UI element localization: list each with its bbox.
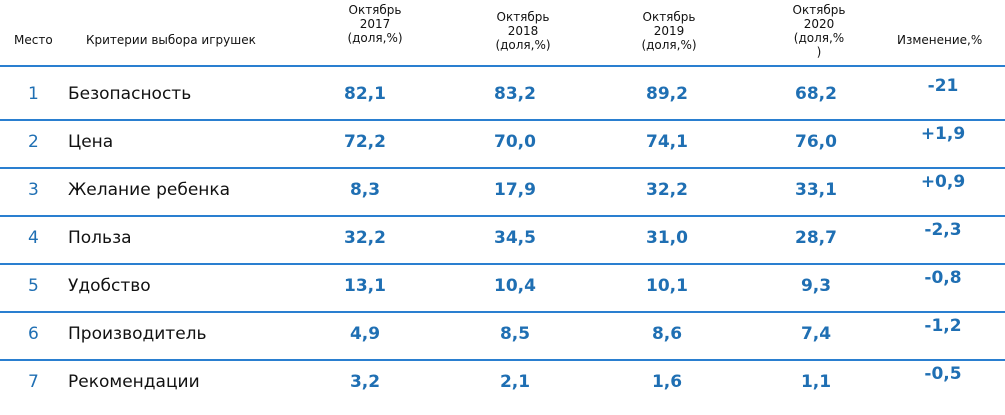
row-criteria: Безопасность (68, 84, 192, 104)
row-rule (0, 119, 1005, 121)
row-value-2019: 1,6 (651, 372, 683, 392)
row-rule (0, 167, 1005, 169)
row-change: +0,9 (920, 172, 966, 192)
row-value-2018: 2,1 (499, 372, 531, 392)
header-col-2017-line2: 2017 (359, 17, 391, 31)
row-place: 1 (28, 84, 39, 104)
header-col-2019-line1: Октябрь (642, 10, 696, 24)
table-row: 3 Желание ребенка 8,3 17,9 32,2 33,1 +0,… (0, 166, 1005, 214)
row-criteria: Удобство (68, 276, 151, 296)
row-value-2017: 3,2 (349, 372, 381, 392)
row-criteria: Желание ребенка (68, 180, 231, 200)
header-col-2017-line1: Октябрь (348, 3, 402, 17)
header-change: Изменение,% (897, 33, 983, 47)
row-value-2019: 8,6 (651, 324, 683, 344)
row-change: -0,5 (924, 364, 962, 384)
row-value-2019: 32,2 (646, 180, 688, 200)
row-rule (0, 215, 1005, 217)
row-value-2020: 33,1 (795, 180, 837, 200)
row-criteria: Производитель (68, 324, 207, 344)
row-value-2020: 76,0 (795, 132, 837, 152)
row-place: 7 (28, 372, 39, 392)
row-value-2018: 70,0 (494, 132, 536, 152)
row-value-2019: 10,1 (646, 276, 688, 296)
row-rule (0, 263, 1005, 265)
row-place: 3 (28, 180, 39, 200)
row-value-2018: 17,9 (494, 180, 536, 200)
row-change: -0,8 (924, 268, 962, 288)
row-value-2018: 10,4 (494, 276, 536, 296)
row-value-2017: 72,2 (344, 132, 386, 152)
table-row: 6 Производитель 4,9 8,5 8,6 7,4 -1,2 (0, 310, 1005, 358)
row-place: 4 (28, 228, 39, 248)
header-place: Место (14, 33, 53, 47)
row-place: 6 (28, 324, 39, 344)
row-rule (0, 311, 1005, 313)
row-value-2017: 8,3 (349, 180, 381, 200)
row-value-2020: 7,4 (800, 324, 832, 344)
header-col-2017: Октябрь 2017 (доля,%) (330, 3, 420, 45)
table-row: 7 Рекомендации 3,2 2,1 1,6 1,1 -0,5 (0, 358, 1005, 406)
row-value-2019: 74,1 (646, 132, 688, 152)
header-col-2019-line2: 2019 (653, 24, 685, 38)
row-change: -2,3 (924, 220, 962, 240)
row-change: -1,2 (924, 316, 962, 336)
header-col-2020-line2: 2020 (803, 17, 835, 31)
row-change: +1,9 (920, 124, 966, 144)
row-value-2017: 13,1 (344, 276, 386, 296)
header-col-2018: Октябрь 2018 (доля,%) (478, 10, 568, 52)
row-value-2018: 34,5 (494, 228, 536, 248)
row-value-2020: 1,1 (800, 372, 832, 392)
row-criteria: Рекомендации (68, 372, 200, 392)
table-row: 2 Цена 72,2 70,0 74,1 76,0 +1,9 (0, 118, 1005, 166)
row-value-2018: 8,5 (499, 324, 531, 344)
header-col-2018-line3: (доля,%) (495, 38, 551, 52)
table-row: 4 Польза 32,2 34,5 31,0 28,7 -2,3 (0, 214, 1005, 262)
row-value-2020: 28,7 (795, 228, 837, 248)
header-col-2017-line3: (доля,%) (347, 31, 403, 45)
row-value-2017: 32,2 (344, 228, 386, 248)
row-value-2020: 68,2 (795, 84, 837, 104)
row-value-2018: 83,2 (494, 84, 536, 104)
row-place: 5 (28, 276, 39, 296)
row-change: -21 (927, 76, 959, 96)
header-criteria: Критерии выбора игрушек (86, 33, 256, 47)
table-row: 1 Безопасность 82,1 83,2 89,2 68,2 -21 (0, 70, 1005, 118)
header-col-2018-line1: Октябрь (496, 10, 550, 24)
header-rule (0, 65, 1005, 67)
row-rule (0, 359, 1005, 361)
header-col-2019-line3: (доля,%) (641, 38, 697, 52)
row-place: 2 (28, 132, 39, 152)
header-col-2020-line1: Октябрь (792, 3, 846, 17)
row-value-2019: 31,0 (646, 228, 688, 248)
header-col-2020: Октябрь 2020 (доля,% ) (774, 3, 864, 59)
header-col-2018-line2: 2018 (507, 24, 539, 38)
row-value-2019: 89,2 (646, 84, 688, 104)
row-criteria: Цена (68, 132, 114, 152)
row-value-2017: 82,1 (344, 84, 386, 104)
table-row: 5 Удобство 13,1 10,4 10,1 9,3 -0,8 (0, 262, 1005, 310)
row-criteria: Польза (68, 228, 132, 248)
header-col-2019: Октябрь 2019 (доля,%) (624, 10, 714, 52)
header-col-2020-line3: (доля,% (793, 31, 845, 45)
row-value-2017: 4,9 (349, 324, 381, 344)
row-value-2020: 9,3 (800, 276, 832, 296)
header-col-2020-line4: ) (816, 45, 822, 59)
